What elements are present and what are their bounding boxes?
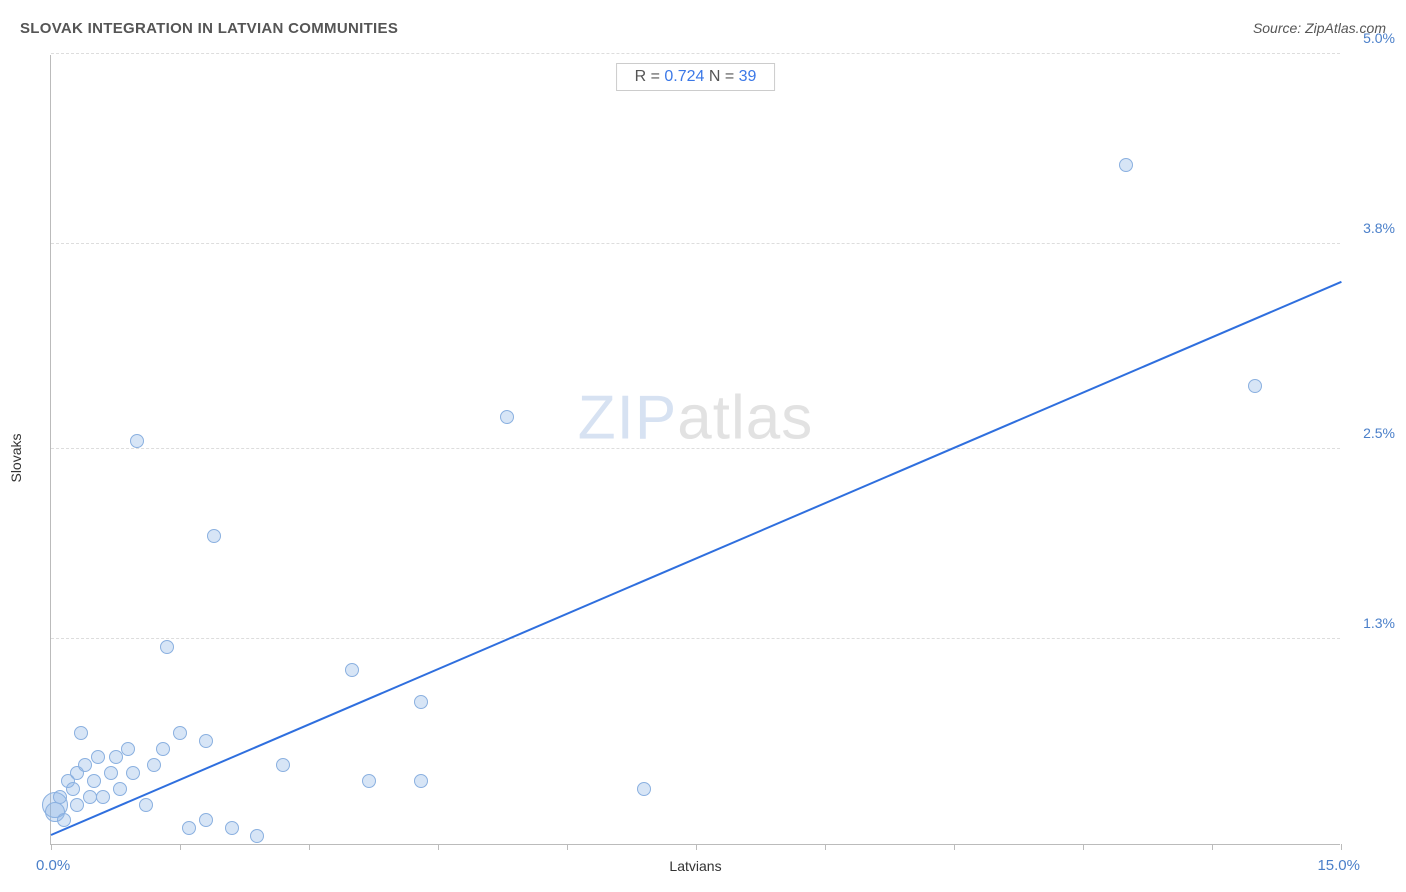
data-point	[250, 829, 264, 843]
data-point	[70, 798, 84, 812]
x-min-label: 0.0%	[36, 857, 70, 874]
source-prefix: Source:	[1253, 20, 1305, 36]
data-point	[225, 821, 239, 835]
n-value: 39	[739, 68, 757, 85]
data-point	[130, 434, 144, 448]
data-point	[126, 766, 140, 780]
n-label: N =	[704, 68, 738, 85]
page-title: SLOVAK INTEGRATION IN LATVIAN COMMUNITIE…	[20, 20, 398, 37]
xtick	[825, 844, 826, 850]
data-point	[121, 742, 135, 756]
xtick	[438, 844, 439, 850]
data-point	[57, 813, 71, 827]
data-point	[276, 758, 290, 772]
header: SLOVAK INTEGRATION IN LATVIAN COMMUNITIE…	[20, 20, 1386, 50]
y-axis-label: Slovaks	[8, 433, 24, 482]
data-point	[182, 821, 196, 835]
data-point	[83, 790, 97, 804]
xtick	[180, 844, 181, 850]
stats-box: R = 0.724 N = 39	[616, 63, 776, 91]
data-point	[199, 734, 213, 748]
gridline	[51, 53, 1340, 54]
r-value: 0.724	[664, 68, 704, 85]
data-point	[414, 695, 428, 709]
x-axis-label: Latvians	[669, 858, 721, 874]
gridline	[51, 638, 1340, 639]
data-point	[113, 782, 127, 796]
xtick	[1083, 844, 1084, 850]
xtick	[1341, 844, 1342, 850]
data-point	[139, 798, 153, 812]
data-point	[147, 758, 161, 772]
data-point	[1248, 379, 1262, 393]
data-point	[345, 663, 359, 677]
ytick-label: 3.8%	[1345, 220, 1395, 236]
data-point	[160, 640, 174, 654]
gridline	[51, 448, 1340, 449]
watermark-atlas: atlas	[677, 383, 813, 452]
data-point	[414, 774, 428, 788]
data-point	[199, 813, 213, 827]
data-point	[362, 774, 376, 788]
ytick-label: 2.5%	[1345, 425, 1395, 441]
watermark-zip: ZIP	[578, 383, 677, 452]
data-point	[104, 766, 118, 780]
xtick	[51, 844, 52, 850]
data-point	[109, 750, 123, 764]
data-point	[156, 742, 170, 756]
data-point	[637, 782, 651, 796]
xtick	[696, 844, 697, 850]
ytick-label: 1.3%	[1345, 615, 1395, 631]
xtick	[954, 844, 955, 850]
data-point	[173, 726, 187, 740]
scatter-chart: ZIPatlas R = 0.724 N = 39 Latvians Slova…	[50, 55, 1340, 845]
gridline	[51, 243, 1340, 244]
xtick	[1212, 844, 1213, 850]
data-point	[66, 782, 80, 796]
x-max-label: 15.0%	[1317, 857, 1360, 874]
data-point	[96, 790, 110, 804]
data-point	[91, 750, 105, 764]
r-label: R =	[635, 68, 665, 85]
xtick	[567, 844, 568, 850]
data-point	[87, 774, 101, 788]
data-point	[207, 529, 221, 543]
data-point	[500, 410, 514, 424]
data-point	[53, 790, 67, 804]
data-point	[74, 726, 88, 740]
xtick	[309, 844, 310, 850]
ytick-label: 5.0%	[1345, 30, 1395, 46]
data-point	[78, 758, 92, 772]
data-point	[1119, 158, 1133, 172]
regression-line	[51, 281, 1342, 836]
watermark: ZIPatlas	[578, 382, 813, 453]
